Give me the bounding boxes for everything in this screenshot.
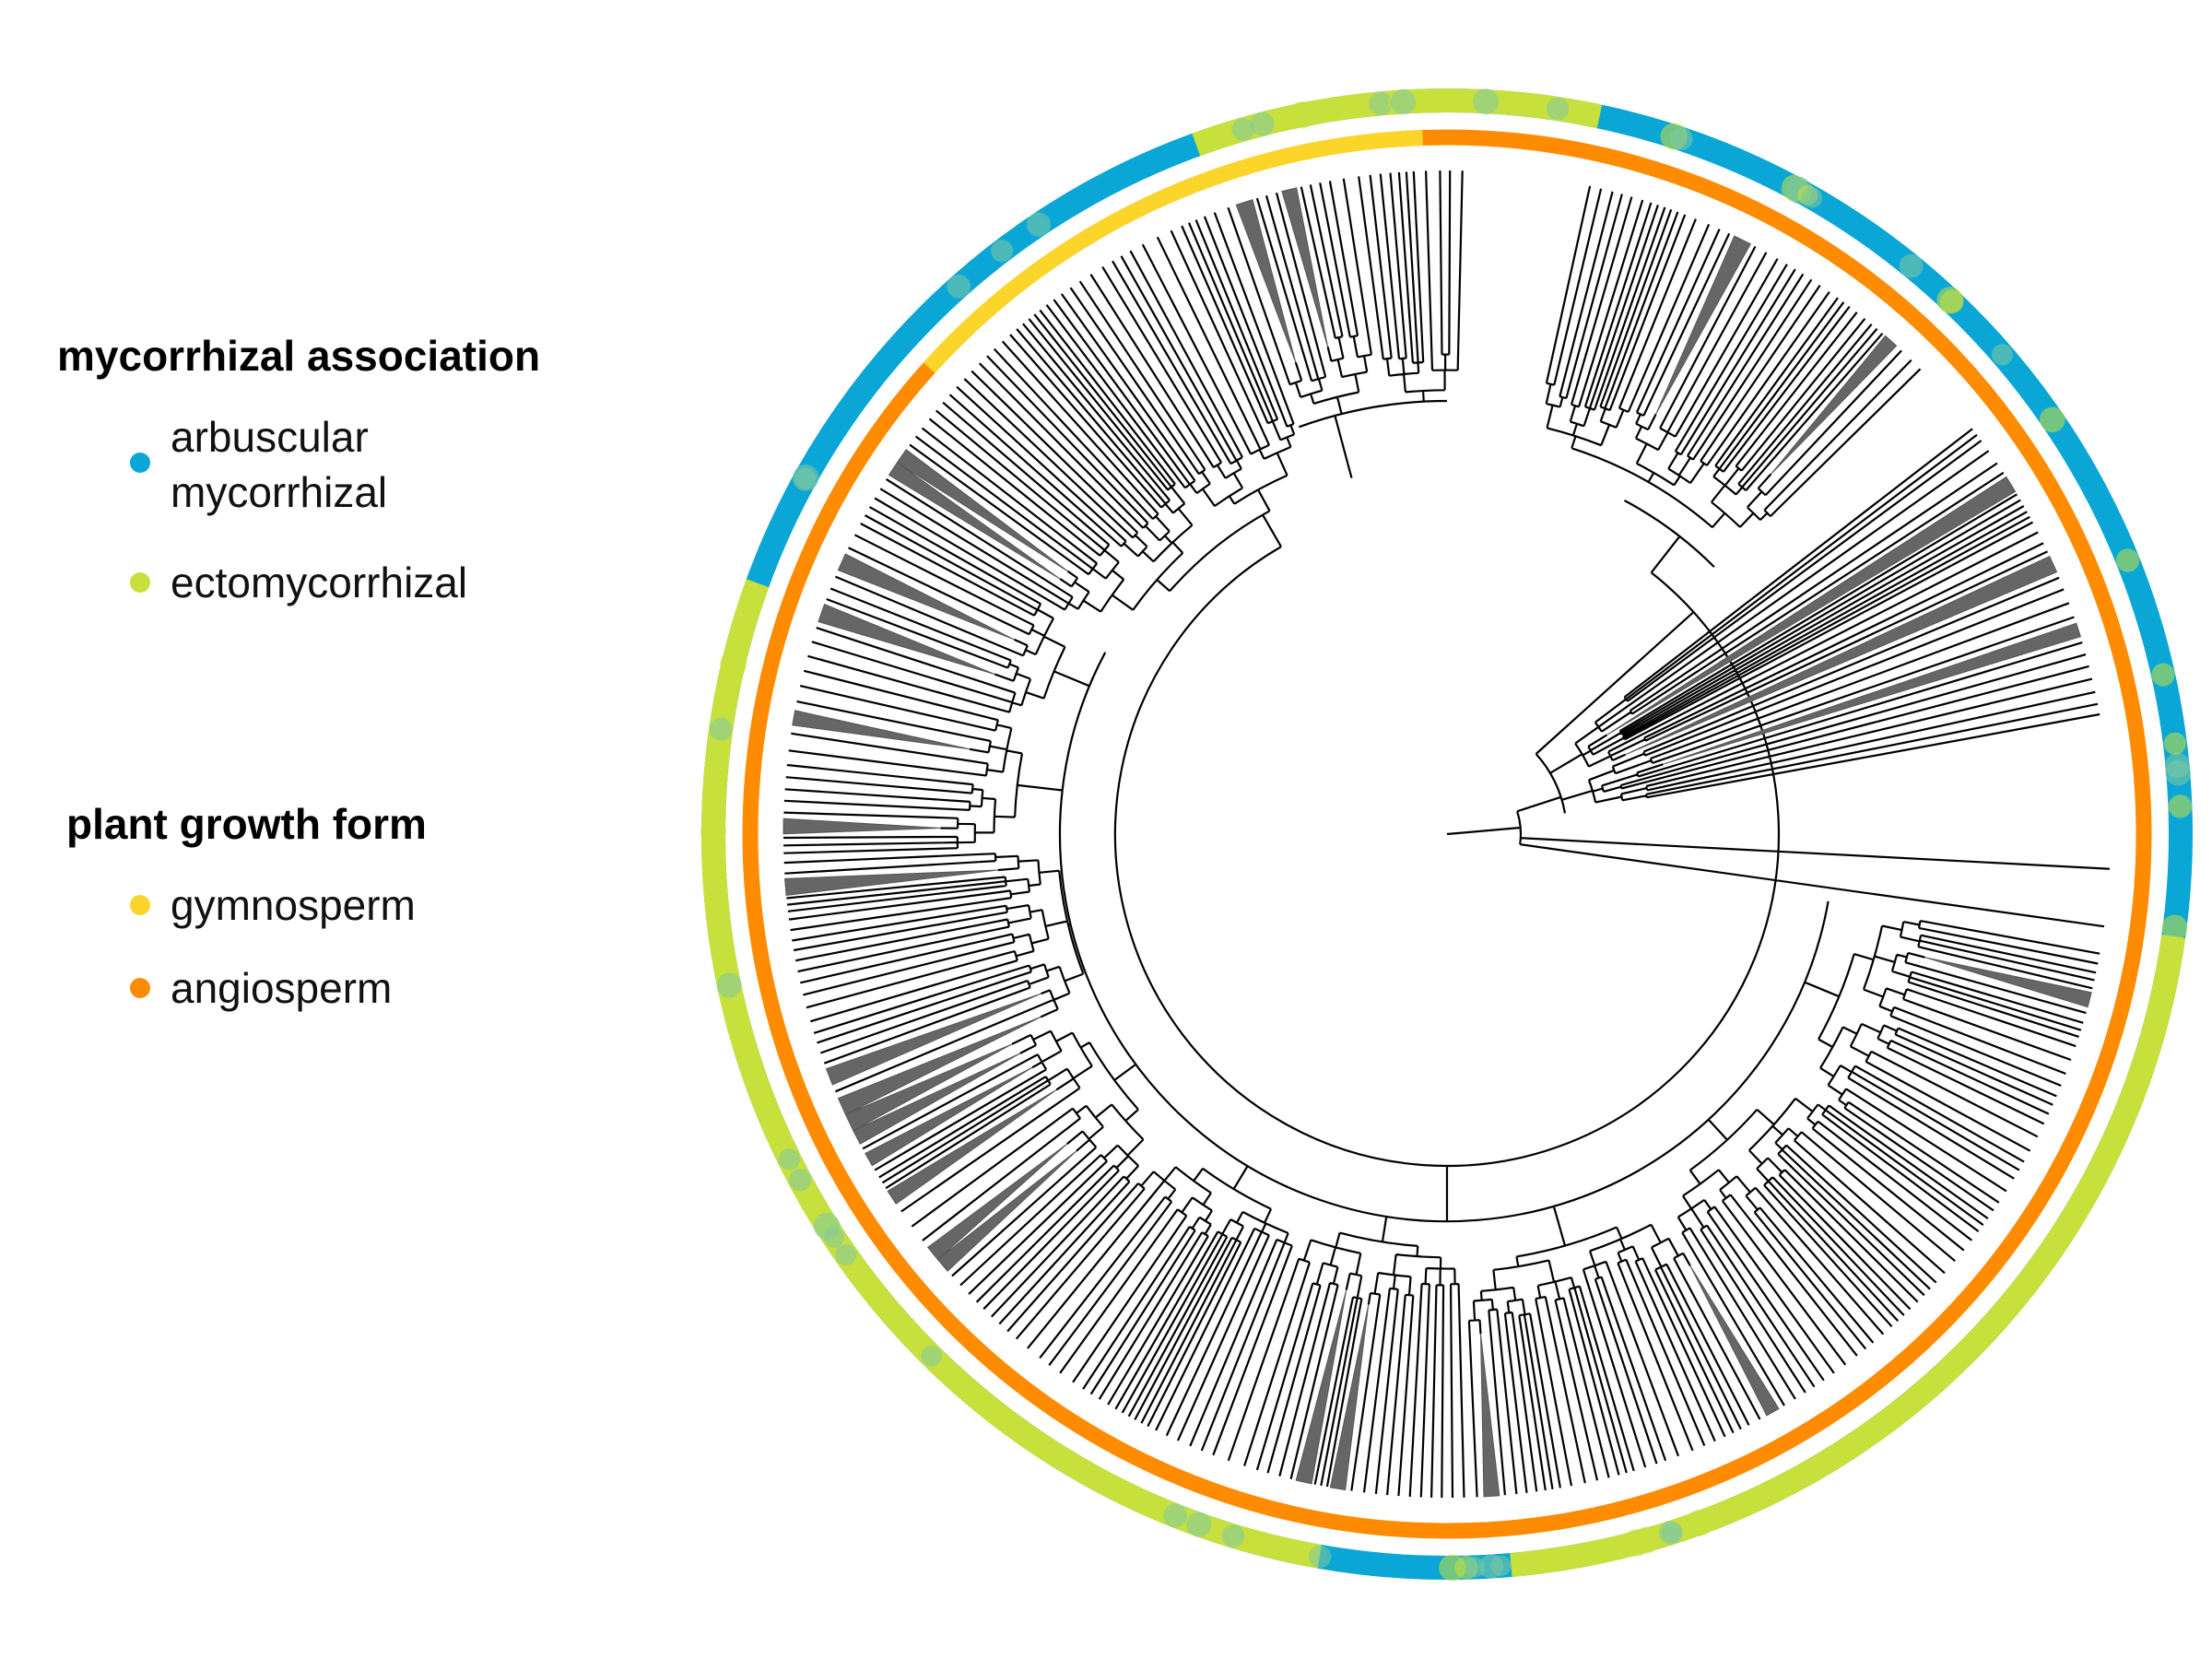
legend-growth-form-title: plant growth form bbox=[66, 800, 427, 848]
phylogenetic-tree bbox=[782, 170, 2111, 1499]
ring-speckle bbox=[700, 818, 727, 844]
ring-speckle bbox=[709, 717, 733, 741]
ring-speckle bbox=[1686, 1509, 1713, 1536]
ring-speckle bbox=[1250, 112, 1275, 136]
ring-speckle bbox=[1231, 118, 1255, 141]
collapsed-clades bbox=[782, 187, 2092, 1498]
ring-speckle bbox=[1369, 91, 1393, 116]
ring-speckle bbox=[993, 1407, 1017, 1431]
ring-speckle bbox=[1801, 187, 1823, 208]
growth-ring-segment bbox=[923, 129, 1423, 373]
ring-speckle bbox=[1308, 1545, 1332, 1569]
legend-ectomycorrhizal-swatch bbox=[130, 572, 150, 593]
ring-speckle bbox=[788, 1169, 812, 1192]
ring-speckle bbox=[1546, 97, 1570, 121]
ring-speckle bbox=[2003, 1288, 2025, 1311]
ring-speckle bbox=[1669, 127, 1693, 151]
ring-speckle bbox=[2039, 406, 2065, 433]
ring-speckle bbox=[1464, 1557, 1486, 1578]
mycorrhizal-ring-segment bbox=[701, 833, 1323, 1569]
ring-speckle bbox=[1936, 287, 1964, 314]
legend-arbuscular-swatch bbox=[130, 453, 150, 473]
collapsed-clade-wedges bbox=[782, 187, 2092, 1498]
legend-growth-form: plant growth form gymnosperm angiosperm bbox=[66, 800, 427, 1012]
ring-speckle bbox=[1390, 88, 1417, 115]
ring-speckle bbox=[1026, 212, 1052, 237]
ring-speckle bbox=[1622, 1529, 1651, 1557]
ring-speckle bbox=[716, 972, 742, 998]
ring-speckle bbox=[1899, 253, 1924, 278]
ring-speckle bbox=[1578, 1543, 1600, 1565]
ring-speckle bbox=[2163, 732, 2187, 755]
ring-speckle bbox=[1991, 344, 2014, 366]
legend-arbuscular-label-line1: arbuscular bbox=[171, 413, 369, 461]
ring-speckle bbox=[720, 650, 747, 677]
legend-arbuscular-label-line2: mycorrhizal bbox=[171, 468, 387, 516]
legend-angiosperm-label: angiosperm bbox=[171, 964, 392, 1012]
ring-speckle bbox=[2161, 914, 2188, 941]
ring-speckle bbox=[1163, 1503, 1188, 1528]
ring-speckle bbox=[1658, 1521, 1683, 1545]
legend-mycorrhizal-title: mycorrhizal association bbox=[57, 332, 540, 380]
legend-angiosperm-swatch bbox=[130, 978, 150, 998]
legend-mycorrhizal: mycorrhizal association arbuscular mycor… bbox=[57, 332, 540, 606]
ring-speckle bbox=[2151, 663, 2175, 687]
ring-speckle bbox=[1473, 88, 1500, 115]
ring-speckle bbox=[947, 274, 971, 299]
ring-speckle bbox=[1907, 1385, 1930, 1407]
growth-ring-base bbox=[742, 129, 2152, 1539]
mycorrhizal-ring bbox=[700, 88, 2193, 1582]
ring-speckle bbox=[991, 240, 1014, 263]
ring-speckle bbox=[1221, 1524, 1245, 1547]
ring-speckle bbox=[1490, 1555, 1512, 1577]
mycorrhizal-ring-segment bbox=[701, 579, 770, 1028]
legend-gymnosperm-label: gymnosperm bbox=[171, 881, 416, 929]
ring-speckle bbox=[2128, 1067, 2149, 1089]
ring-speckle bbox=[2168, 794, 2193, 818]
ring-speckle bbox=[2115, 548, 2140, 572]
ring-speckle bbox=[792, 464, 819, 491]
ring-speckle bbox=[778, 1148, 801, 1171]
ring-speckle bbox=[835, 1243, 857, 1265]
legend-gymnosperm-swatch bbox=[130, 895, 150, 915]
growth-form-ring bbox=[742, 129, 2152, 1539]
ring-speckle bbox=[1288, 100, 1316, 129]
ring-speckle bbox=[1439, 1554, 1466, 1582]
tree-branches bbox=[782, 170, 2111, 1499]
ring-speckle bbox=[1806, 1454, 1830, 1479]
ring-speckle bbox=[2165, 759, 2192, 786]
ring-speckle bbox=[703, 874, 727, 898]
ring-speckle bbox=[921, 1346, 943, 1367]
legend-ectomycorrhizal-label: ectomycorrhizal bbox=[171, 559, 467, 606]
ring-speckle bbox=[813, 1212, 841, 1240]
ring-speckle bbox=[1186, 1512, 1212, 1537]
